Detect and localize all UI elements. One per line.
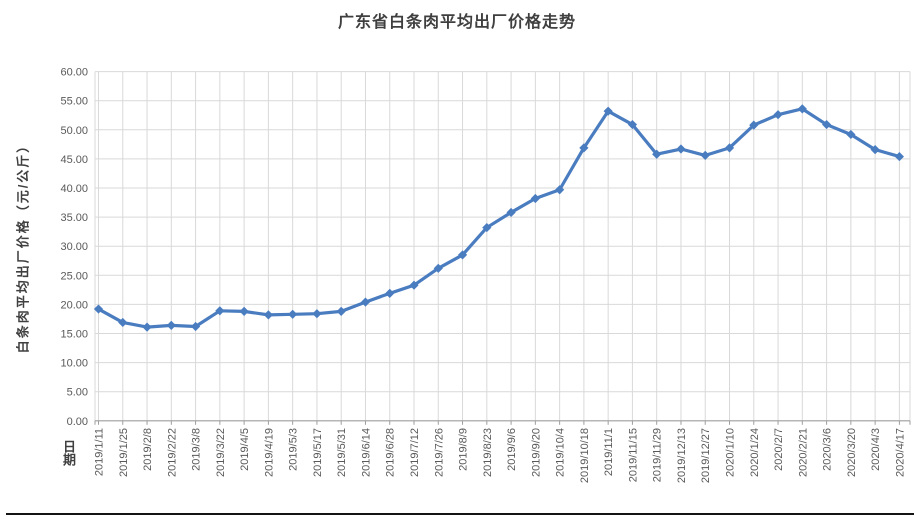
data-point-marker bbox=[433, 263, 443, 273]
data-point-marker bbox=[385, 288, 395, 298]
x-tick-label: 2020/3/20 bbox=[846, 428, 858, 477]
x-tick-label: 2019/3/8 bbox=[191, 428, 203, 471]
data-point-marker bbox=[482, 222, 492, 233]
y-axis-labels: 0.00 5.00 10.00 15.00 20.00 25.00 30.00 35.00 40… bbox=[60, 67, 88, 428]
x-tick-label: 2019/11/29 bbox=[652, 428, 664, 482]
x-tick-label: 2019/10/4 bbox=[555, 428, 567, 477]
data-point-marker bbox=[652, 149, 662, 159]
data-point-marker bbox=[870, 144, 880, 155]
y-tick-label: 5.00 bbox=[67, 387, 88, 399]
y-tick-label: 0.00 bbox=[67, 416, 88, 428]
y-tick-label: 45.00 bbox=[60, 154, 88, 166]
data-point-marker bbox=[263, 310, 273, 320]
x-tick-label: 2019/7/12 bbox=[409, 428, 421, 477]
y-tick-label: 30.00 bbox=[60, 241, 88, 253]
x-tick-label: 2019/1/25 bbox=[118, 428, 130, 477]
x-tick-label: 2019/12/27 bbox=[700, 428, 712, 483]
y-tick-label: 10.00 bbox=[60, 358, 88, 370]
x-tick-label: 2019/11/1 bbox=[603, 428, 615, 476]
y-tick-label: 20.00 bbox=[60, 299, 88, 311]
y-tick-label: 15.00 bbox=[60, 329, 88, 341]
y-tick-label: 40.00 bbox=[60, 183, 88, 195]
x-axis bbox=[94, 420, 911, 425]
x-tick-label: 2019/4/19 bbox=[263, 428, 275, 477]
data-point-marker bbox=[360, 297, 371, 307]
x-tick-label: 2019/9/6 bbox=[506, 428, 518, 471]
data-point-marker bbox=[603, 106, 613, 116]
data-point-marker bbox=[166, 320, 176, 330]
data-point-marker bbox=[724, 143, 735, 153]
x-tick-label: 2020/2/21 bbox=[797, 428, 809, 477]
x-tick-label: 2019/8/9 bbox=[458, 428, 470, 471]
data-point-marker bbox=[676, 144, 686, 154]
x-tick-label: 2019/6/14 bbox=[360, 428, 372, 477]
data-point-marker bbox=[288, 309, 298, 319]
x-tick-label: 2019/4/5 bbox=[239, 428, 251, 471]
data-point-marker bbox=[506, 207, 516, 218]
x-tick-label: 2019/5/17 bbox=[312, 428, 324, 477]
y-tick-label: 25.00 bbox=[60, 270, 88, 282]
x-tick-label: 2020/4/3 bbox=[870, 428, 882, 471]
data-point-marker bbox=[797, 104, 807, 114]
data-point-marker bbox=[846, 129, 856, 140]
data-point-marker bbox=[215, 306, 225, 316]
x-tick-label: 2019/1/11 bbox=[94, 428, 106, 476]
data-point-marker bbox=[530, 193, 540, 204]
data-point-marker bbox=[773, 110, 783, 120]
y-tick-label: 35.00 bbox=[60, 212, 88, 224]
data-point-markers bbox=[93, 104, 904, 332]
data-point-marker bbox=[821, 119, 832, 130]
x-tick-label: 2020/3/6 bbox=[822, 428, 834, 471]
x-tick-label: 2019/6/28 bbox=[385, 428, 397, 477]
y-tick-label: 50.00 bbox=[60, 125, 88, 137]
price-line bbox=[96, 107, 902, 329]
x-tick-label: 2019/12/13 bbox=[676, 428, 688, 483]
x-axis-labels: 2019/1/11 2019/1/25 2019/2/8 2019/2/22 2019/… bbox=[94, 428, 907, 483]
x-tick-label: 2019/5/31 bbox=[336, 428, 348, 477]
data-point-marker bbox=[894, 151, 904, 162]
x-tick-label: 2019/10/18 bbox=[579, 428, 591, 483]
x-tick-label: 2019/11/15 bbox=[627, 428, 639, 482]
x-tick-label: 2019/2/8 bbox=[142, 428, 154, 471]
y-tick-label: 55.00 bbox=[60, 96, 88, 108]
x-tick-label: 2019/8/23 bbox=[482, 428, 494, 477]
data-point-marker bbox=[118, 317, 128, 328]
x-tick-label: 2019/7/26 bbox=[433, 428, 445, 477]
x-tick-label: 2020/2/7 bbox=[773, 428, 785, 471]
data-point-marker bbox=[409, 280, 419, 290]
data-point-marker bbox=[700, 150, 710, 161]
data-point-marker bbox=[627, 119, 638, 130]
data-point-marker bbox=[312, 309, 322, 319]
x-tick-label: 2019/5/3 bbox=[288, 428, 300, 471]
x-axis-title: 日期 bbox=[60, 440, 76, 466]
chart-title: 广东省白条肉平均出厂价格走势 bbox=[337, 14, 576, 31]
data-point-marker bbox=[457, 250, 468, 260]
data-point-marker bbox=[749, 120, 759, 130]
data-point-marker bbox=[93, 304, 104, 314]
data-point-marker bbox=[142, 322, 152, 332]
x-tick-label: 2019/2/22 bbox=[166, 428, 178, 477]
x-tick-label: 2020/1/10 bbox=[725, 428, 737, 477]
data-point-marker bbox=[190, 321, 201, 332]
data-point-marker bbox=[555, 185, 565, 195]
y-tick-label: 60.00 bbox=[60, 67, 88, 79]
data-point-marker bbox=[579, 143, 589, 153]
x-tick-label: 2020/4/17 bbox=[894, 428, 906, 477]
x-tick-label: 2020/1/24 bbox=[749, 428, 761, 477]
x-tick-label: 2019/9/20 bbox=[530, 428, 542, 477]
data-point-marker bbox=[336, 306, 346, 316]
data-point-marker bbox=[239, 306, 249, 316]
gridlines bbox=[94, 71, 911, 421]
x-tick-label: 2019/3/22 bbox=[215, 428, 227, 477]
bottom-divider bbox=[6, 513, 914, 515]
